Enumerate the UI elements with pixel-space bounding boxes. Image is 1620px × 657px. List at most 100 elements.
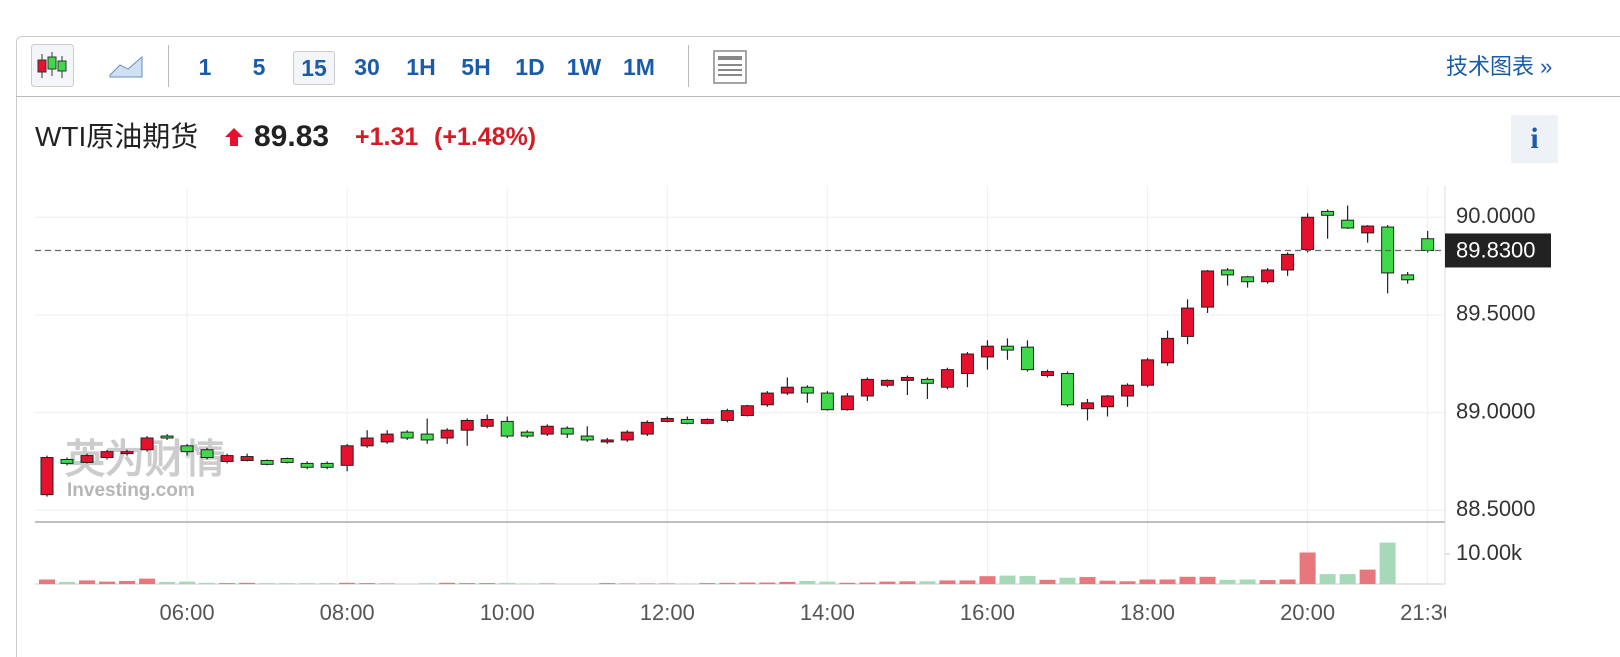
volume-bar — [439, 583, 455, 584]
candle-body — [481, 419, 493, 426]
candle-body — [301, 463, 313, 467]
candle-body — [801, 387, 813, 393]
candle-body — [841, 396, 853, 410]
y-tick-label: 89.0000 — [1456, 398, 1536, 423]
candle-body — [901, 377, 913, 380]
candle-body — [981, 346, 993, 357]
candle-body — [441, 430, 453, 438]
volume-bar — [459, 583, 475, 584]
candle-body — [721, 411, 733, 421]
candle-body — [641, 422, 653, 434]
x-tick-label: 21:30 — [1400, 600, 1455, 625]
volume-bar — [59, 582, 75, 584]
volume-bar — [359, 583, 375, 584]
volume-bar — [819, 582, 835, 584]
volume-bar — [1059, 578, 1075, 584]
volume-bar — [1019, 576, 1035, 584]
volume-bar — [39, 580, 55, 585]
volume-bar — [319, 583, 335, 584]
volume-bar — [1160, 580, 1176, 585]
candle-body — [81, 456, 93, 463]
candle-body — [201, 450, 213, 458]
candle-body — [1041, 372, 1053, 376]
volume-bar — [939, 580, 955, 584]
candle-body — [821, 393, 833, 410]
volume-bar — [1260, 580, 1276, 584]
volume-bar — [779, 582, 795, 584]
volume-bar — [659, 583, 675, 584]
candle-body — [701, 419, 713, 423]
candle-body — [401, 432, 413, 438]
candle-body — [1402, 275, 1414, 280]
candle-body — [961, 354, 973, 374]
candle-body — [1081, 403, 1093, 409]
candle-body — [1242, 277, 1254, 282]
candle-body — [761, 393, 773, 405]
candle-body — [141, 438, 153, 450]
volume-bar — [1120, 581, 1136, 584]
volume-bar — [1180, 577, 1196, 584]
volume-bar — [1200, 577, 1216, 584]
candle-body — [101, 452, 113, 458]
candle-body — [181, 446, 193, 452]
volume-bar — [239, 583, 255, 584]
x-tick-label: 20:00 — [1280, 600, 1335, 625]
volume-bar — [219, 583, 235, 584]
candle-body — [601, 440, 613, 442]
volume-bar — [979, 576, 995, 584]
candle-body — [1302, 217, 1314, 249]
volume-bar — [99, 582, 115, 584]
candle-body — [1422, 239, 1434, 251]
volume-bar — [79, 580, 95, 584]
volume-bar — [719, 583, 735, 584]
candle-body — [1021, 347, 1033, 369]
x-tick-label: 12:00 — [640, 600, 695, 625]
volume-bar — [739, 583, 755, 585]
candle-body — [41, 458, 53, 495]
x-tick-label: 14:00 — [800, 600, 855, 625]
volume-bar — [1360, 570, 1376, 584]
volume-bar — [1039, 580, 1055, 584]
volume-bar — [159, 582, 175, 584]
volume-bar — [179, 582, 195, 584]
volume-bar — [1340, 574, 1356, 584]
candle-body — [361, 438, 373, 446]
x-tick-label: 18:00 — [1120, 600, 1175, 625]
volume-bar — [119, 581, 135, 584]
candle-body — [1282, 254, 1294, 270]
volume-bar — [519, 583, 535, 584]
volume-bar — [199, 583, 215, 584]
volume-bar — [479, 583, 495, 584]
last-price-label: 89.8300 — [1456, 237, 1536, 262]
candle-body — [621, 432, 633, 440]
candle-body — [321, 463, 333, 467]
volume-bar — [1300, 553, 1316, 585]
volume-bar — [759, 583, 775, 585]
candle-body — [381, 434, 393, 442]
candle-body — [1142, 360, 1154, 385]
volume-bar — [639, 583, 655, 584]
candle-body — [521, 432, 533, 436]
candle-body — [921, 379, 933, 383]
candle-body — [861, 379, 873, 396]
volume-bar — [1140, 580, 1156, 585]
candle-body — [581, 436, 593, 440]
volume-bar — [1320, 574, 1336, 584]
candle-body — [941, 370, 953, 388]
volume-bar — [1240, 580, 1256, 585]
candle-body — [561, 428, 573, 434]
volume-tick-label: 10.00k — [1456, 540, 1523, 565]
candle-body — [1362, 226, 1374, 233]
volume-bar — [1079, 577, 1095, 584]
candle-body — [341, 446, 353, 466]
candle-body — [541, 426, 553, 434]
volume-bar — [899, 581, 915, 584]
volume-bar — [919, 581, 935, 584]
volume-bar — [1380, 543, 1396, 584]
volume-bar — [619, 583, 635, 584]
candle-body — [781, 387, 793, 393]
candle-body — [1162, 338, 1174, 362]
volume-bar — [599, 583, 615, 584]
